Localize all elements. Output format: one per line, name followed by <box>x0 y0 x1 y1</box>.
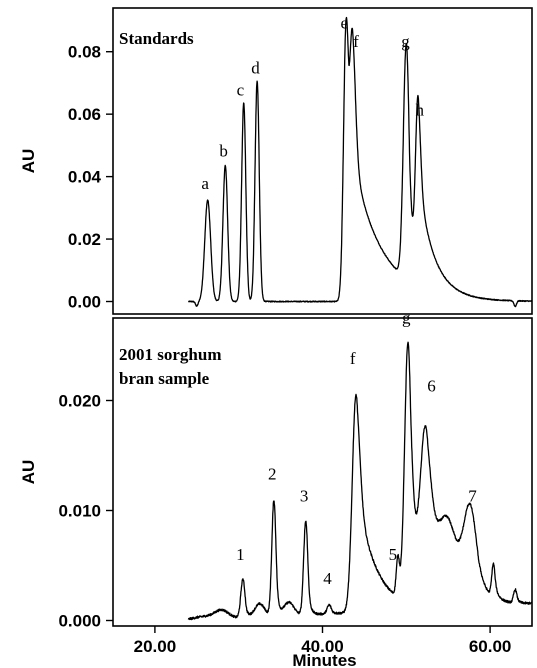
peak-label: 6 <box>427 377 436 396</box>
x-tick-label: 60.00 <box>469 637 512 656</box>
peak-label: 3 <box>300 487 309 506</box>
sorghum-panel: 0.000 0.010 0.020 20.00 40.00 60.00 AU Minutes 2… <box>19 309 533 668</box>
peak-label: 5 <box>389 545 398 564</box>
peak-label: g <box>401 32 410 51</box>
peak-label: 2 <box>268 465 277 484</box>
peak-label: c <box>237 80 245 99</box>
panel-title: bran sample <box>119 369 210 388</box>
x-axis-title: Minutes <box>292 651 356 668</box>
y-tick-label: 0.06 <box>68 105 101 124</box>
y-tick-label: 0.08 <box>68 43 101 62</box>
peak-label: 4 <box>323 569 332 588</box>
y-tick-label: 0.02 <box>68 230 101 249</box>
peak-label: 1 <box>236 545 245 564</box>
y-tick-label: 0.00 <box>68 293 101 312</box>
standards-panel: 0.00 0.02 0.04 0.06 0.08 AU Standards ab cd ef g h <box>19 7 533 315</box>
peak-label: 7 <box>468 487 477 506</box>
peak-label: b <box>219 141 228 160</box>
y-tick-label: 0.010 <box>58 502 101 521</box>
x-tick-label: 40.00 <box>301 637 344 656</box>
x-tick-label: 20.00 <box>134 637 177 656</box>
peak-label: h <box>415 101 424 120</box>
peak-label: e <box>341 13 349 32</box>
y-axis-title: AU <box>19 149 38 174</box>
peak-label: f <box>353 32 359 51</box>
y-tick-label: 0.04 <box>68 168 102 187</box>
panel-title: Standards <box>119 29 194 48</box>
peak-label: g <box>402 309 411 328</box>
peak-label: a <box>201 174 209 193</box>
y-tick-label: 0.020 <box>58 392 101 411</box>
chromatogram-trace <box>187 16 533 308</box>
y-tick-label: 0.000 <box>58 612 101 631</box>
chromatogram-trace <box>187 341 533 621</box>
peak-label: d <box>251 59 260 78</box>
panel-title: 2001 sorghum <box>119 345 221 364</box>
peak-label: f <box>350 349 356 368</box>
y-axis-title: AU <box>19 460 38 485</box>
plot-frame <box>112 7 533 315</box>
